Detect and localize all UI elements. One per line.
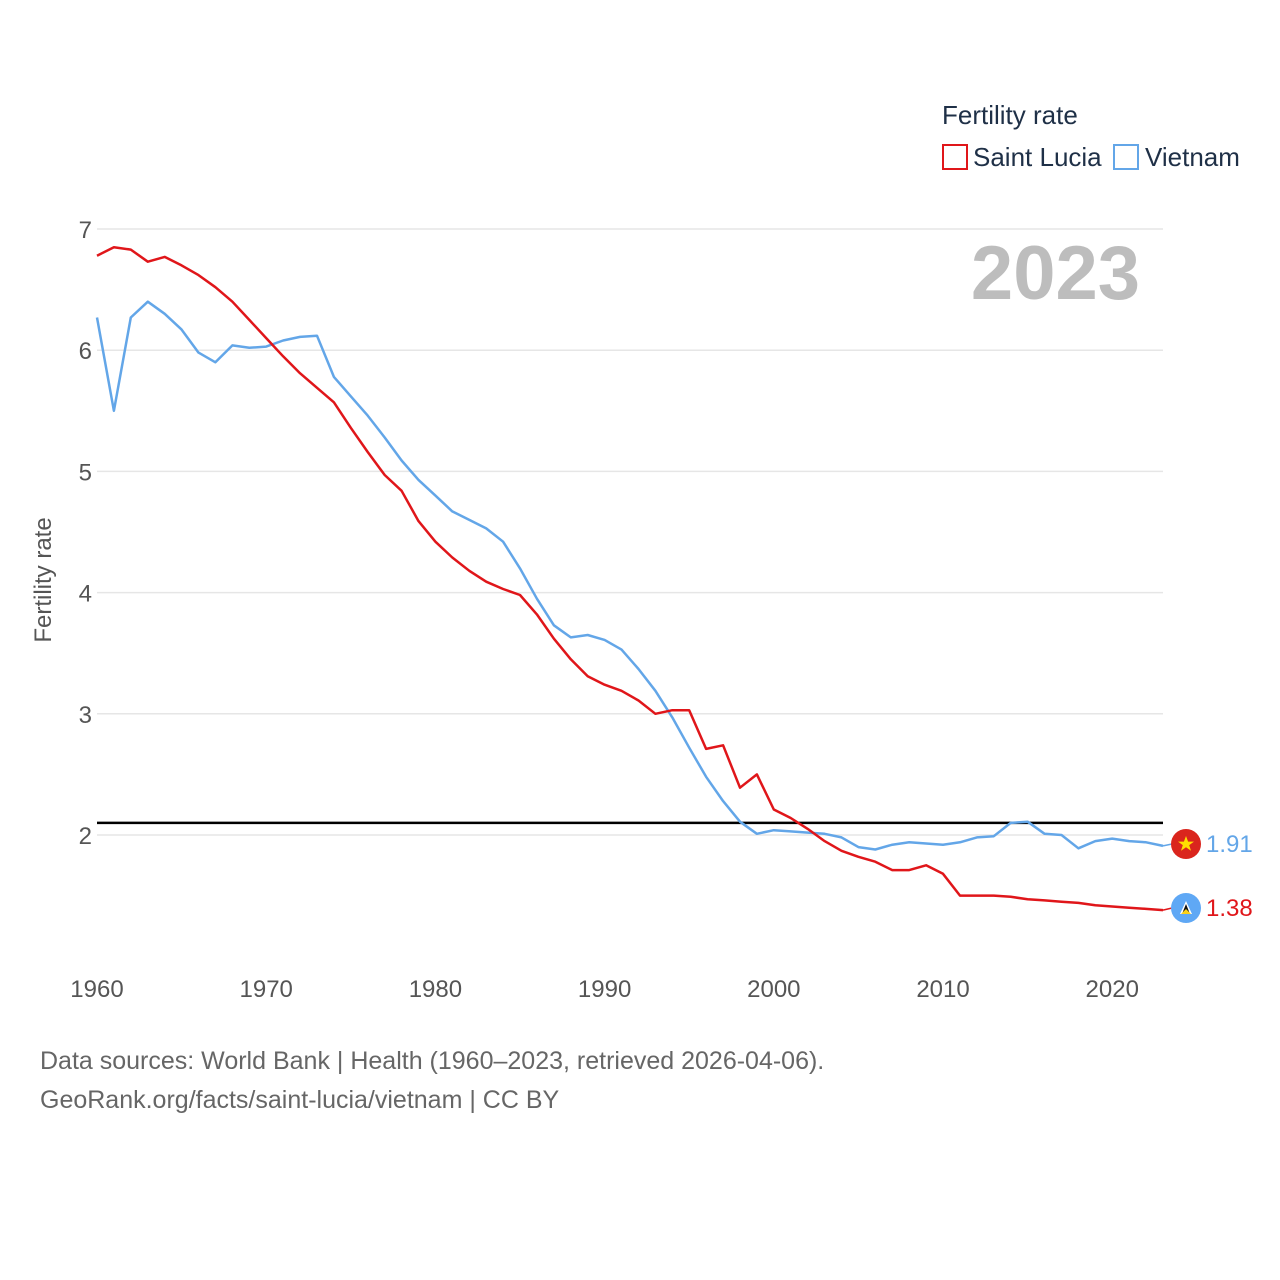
saint-lucia-flag-icon [1171, 893, 1201, 923]
source-link[interactable]: GeoRank.org/facts/saint-lucia/vietnam | … [40, 1086, 560, 1114]
y-axis-ticks: 2 3 4 5 6 7 [79, 217, 92, 850]
legend: Fertility rate Saint Lucia Vietnam [942, 100, 1240, 172]
end-value-label-vietnam: 1.91 [1206, 831, 1253, 858]
y-tick-label-5: 5 [79, 459, 92, 486]
legend-label-saint-lucia[interactable]: Saint Lucia [973, 142, 1102, 172]
legend-swatch-vietnam[interactable] [1113, 144, 1139, 170]
y-tick-label-4: 4 [79, 581, 92, 608]
series-lines [95, 245, 1164, 912]
y-axis-title: Fertility rate [30, 517, 57, 642]
end-value-label-saint-lucia: 1.38 [1206, 895, 1253, 922]
y-tick-label-3: 3 [79, 702, 92, 729]
series-line-saint-lucia[interactable] [96, 245, 1164, 912]
end-connector-vietnam [1162, 843, 1173, 847]
x-tick-label-1960: 1960 [70, 976, 123, 1003]
x-tick-label-1970: 1970 [240, 976, 293, 1003]
legend-label-vietnam[interactable]: Vietnam [1145, 142, 1240, 172]
y-tick-label-2: 2 [79, 823, 92, 850]
x-tick-label-2020: 2020 [1086, 976, 1139, 1003]
end-connector-saint-lucia [1162, 907, 1173, 911]
legend-title: Fertility rate [942, 100, 1078, 130]
end-markers: 1.91 1.38 [1162, 829, 1253, 923]
data-sources-text: Data sources: World Bank | Health (1960–… [40, 1047, 825, 1075]
gridlines [97, 228, 1163, 836]
vietnam-flag-icon [1171, 829, 1201, 859]
x-tick-label-2000: 2000 [747, 976, 800, 1003]
x-tick-label-2010: 2010 [916, 976, 969, 1003]
x-tick-label-1990: 1990 [578, 976, 631, 1003]
y-tick-label-7: 7 [79, 217, 92, 244]
year-display: 2023 [971, 231, 1140, 316]
y-tick-label-6: 6 [79, 338, 92, 365]
legend-swatch-saint-lucia[interactable] [942, 144, 968, 170]
x-axis-ticks: 1960 1970 1980 1990 2000 2010 2020 [70, 976, 1139, 1003]
series-line-vietnam[interactable] [95, 300, 1164, 851]
x-tick-label-1980: 1980 [409, 976, 462, 1003]
footer: Data sources: World Bank | Health (1960–… [40, 1042, 824, 1120]
